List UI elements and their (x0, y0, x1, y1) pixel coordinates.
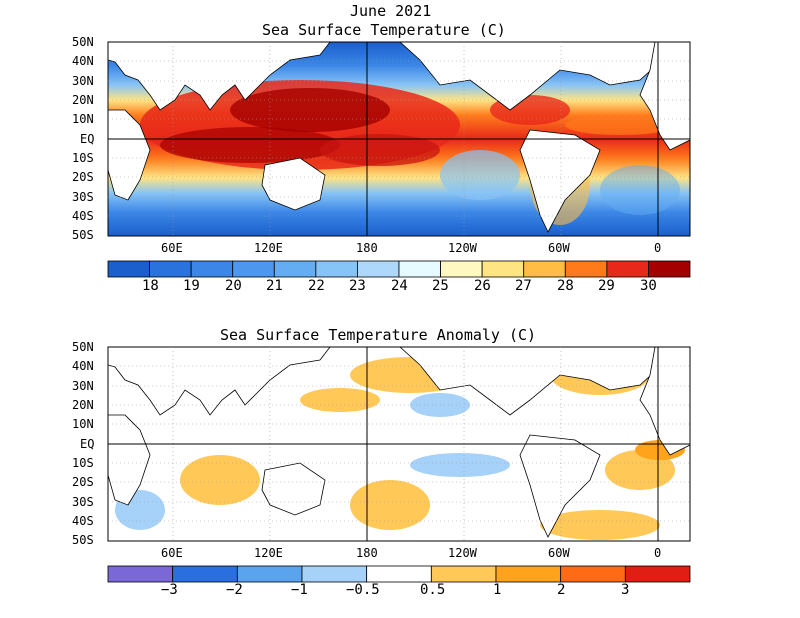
sst-colorbar-label: 23 (349, 278, 366, 294)
anomaly-colorbar-label: 3 (621, 582, 630, 598)
anomaly-lat-label: EQ (80, 437, 95, 451)
sst-lat-label: 10S (72, 151, 94, 165)
sst-colorbar-label: 27 (515, 278, 532, 294)
sst-colorbar-swatch (232, 260, 275, 278)
anomaly-colorbar-swatch (236, 565, 303, 583)
sst-colorbar-label: 29 (598, 278, 615, 294)
sst-lon-label: 180 (356, 241, 378, 255)
anomaly-colorbar-label: −1 (291, 582, 308, 598)
anomaly-colorbar-swatch (430, 565, 497, 583)
sst-lat-label: 10N (72, 112, 94, 126)
sst-colorbar-swatch (564, 260, 608, 278)
anomaly-colorbar-swatch (366, 565, 432, 583)
anomaly-lon-label: 120W (448, 546, 477, 560)
sst-colorbar-label: 28 (557, 278, 574, 294)
anomaly-lon-label: 0 (654, 546, 662, 560)
anomaly-colorbar-swatch (172, 565, 238, 583)
sst-colorbar-label: 24 (391, 278, 408, 294)
sst-colorbar-swatch (523, 260, 566, 278)
anomaly-lon-label: 60E (161, 546, 183, 560)
anomaly-lon-label: 180 (356, 546, 378, 560)
sst-lat-label: 30N (72, 74, 94, 88)
anomaly-colorbar-label: −0.5 (346, 582, 380, 598)
sst-colorbar-label: 25 (432, 278, 449, 294)
sst-lat-label: 30S (72, 190, 94, 204)
sst-lon-label: 0 (654, 241, 662, 255)
sst-colorbar-label: 18 (142, 278, 159, 294)
anomaly-colorbar-swatch (624, 565, 691, 583)
anomaly-lat-label: 20S (72, 475, 94, 489)
sst-colorbar-swatch (648, 260, 691, 278)
sst-colorbar-swatch (606, 260, 649, 278)
sst-colorbar-swatch (190, 260, 234, 278)
sst-colorbar-label: 30 (640, 278, 657, 294)
anomaly-lat-label: 50N (72, 340, 94, 354)
sst-colorbar-swatch (357, 260, 400, 278)
anomaly-colorbar-swatch (560, 565, 626, 583)
sst-colorbar-swatch (273, 260, 317, 278)
sst-colorbar-label: 26 (474, 278, 491, 294)
sst-colorbar-swatch (481, 260, 525, 278)
sst-colorbar-swatch (107, 260, 150, 278)
sst-lon-label: 120E (254, 241, 283, 255)
sst-colorbar-label: 22 (308, 278, 325, 294)
anomaly-colorbar-label: −3 (161, 582, 178, 598)
anomaly-lat-label: 50S (72, 533, 94, 547)
anomaly-panel-title: Sea Surface Temperature Anomaly (C) (220, 326, 537, 344)
sst-colorbar-label: 21 (266, 278, 283, 294)
sst-colorbar-swatch (149, 260, 192, 278)
sst-lat-label: 40S (72, 209, 94, 223)
anomaly-colorbar-swatch (495, 565, 562, 583)
sst-colorbar-label: 20 (225, 278, 242, 294)
sst-colorbar-label: 19 (183, 278, 200, 294)
anomaly-lat-label: 40S (72, 514, 94, 528)
sst-panel-title: Sea Surface Temperature (C) (262, 21, 506, 39)
anomaly-lon-label: 60W (548, 546, 570, 560)
sst-colorbar-swatch (440, 260, 483, 278)
anomaly-colorbar-swatch (301, 565, 368, 583)
sst-lat-label: 20N (72, 93, 94, 107)
anomaly-colorbar-label: −2 (226, 582, 243, 598)
anomaly-colorbar-label: 0.5 (420, 582, 446, 598)
sst-colorbar-swatch (398, 260, 441, 278)
sst-colorbar-swatch (315, 260, 358, 278)
anomaly-lat-label: 30S (72, 495, 94, 509)
sst-lat-label: 20S (72, 170, 94, 184)
sst-lat-label: EQ (80, 132, 95, 146)
anomaly-colorbar-swatch (107, 565, 174, 583)
sst-lat-label: 40N (72, 54, 94, 68)
sst-lat-label: 50N (72, 35, 94, 49)
sst-colorbar (107, 260, 691, 278)
sst-lat-label: 50S (72, 228, 94, 242)
anomaly-colorbar-label: 1 (493, 582, 502, 598)
anomaly-colorbar-label: 2 (557, 582, 566, 598)
sst-lon-label: 60E (161, 241, 183, 255)
anomaly-lat-label: 30N (72, 379, 94, 393)
anomaly-lat-label: 10N (72, 417, 94, 431)
figure-date-title: June 2021 (350, 2, 432, 20)
anomaly-lon-label: 120E (254, 546, 283, 560)
anomaly-colorbar (107, 565, 691, 583)
anomaly-lat-label: 20N (72, 398, 94, 412)
sst-lon-label: 60W (548, 241, 570, 255)
anomaly-lat-label: 40N (72, 359, 94, 373)
sst-lon-label: 120W (448, 241, 477, 255)
anomaly-lat-label: 10S (72, 456, 94, 470)
